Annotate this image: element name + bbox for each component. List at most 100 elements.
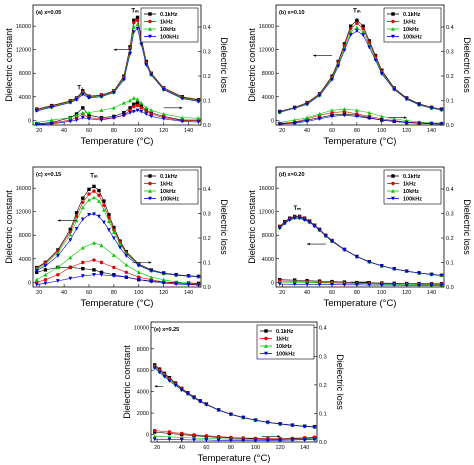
loss-point	[55, 265, 60, 270]
y2-tick-label: 0.2	[446, 74, 454, 80]
y2-tick-label: 0.0	[203, 123, 211, 129]
loss-point	[216, 434, 221, 439]
loss-point	[135, 97, 140, 101]
constant-point	[92, 184, 96, 189]
x-tick-label: 60	[86, 290, 92, 296]
constant-point	[361, 30, 366, 34]
constant-point	[99, 95, 104, 99]
constant-point	[97, 188, 101, 193]
loss-point	[135, 103, 140, 108]
constant-point	[102, 199, 106, 203]
loss-line	[36, 259, 199, 285]
loss-point	[99, 108, 104, 113]
x-tick-label: 140	[184, 128, 193, 134]
loss-point	[379, 283, 384, 288]
loss-point	[192, 438, 196, 442]
legend-label: 100kHz	[403, 197, 422, 203]
constant-point	[336, 64, 341, 69]
constant-point	[132, 18, 136, 22]
constant-point	[131, 25, 136, 30]
loss-point	[111, 105, 116, 110]
loss-point	[192, 433, 196, 437]
y2-tick-label: 0.1	[319, 411, 327, 417]
y2-axis-label: Dielectric loss	[219, 199, 229, 255]
constant-point	[174, 273, 179, 278]
series-3	[277, 215, 444, 287]
legend-label: 1kHz	[160, 20, 173, 26]
constant-point	[92, 189, 96, 193]
loss-point	[55, 279, 60, 283]
constant-point	[49, 105, 54, 110]
y2-tick-label: 0.0	[446, 123, 454, 129]
loss-point	[277, 122, 282, 127]
x-tick-label: 100	[251, 445, 260, 451]
legend-marker	[264, 344, 268, 348]
loss-point	[56, 273, 60, 277]
constant-point	[161, 88, 166, 92]
constant-line	[154, 364, 315, 428]
annotation-label: T₁	[77, 86, 84, 92]
constant-point	[355, 21, 359, 25]
loss-point	[367, 116, 372, 121]
legend-marker	[264, 329, 268, 333]
constant-point	[107, 212, 111, 217]
y-axis-label: Dielectric constant	[4, 190, 14, 264]
constant-point	[111, 236, 116, 241]
loss-line	[36, 105, 199, 125]
loss-point	[68, 265, 73, 270]
x-tick-label: 120	[402, 290, 411, 296]
loss-point	[404, 120, 409, 125]
constant-point	[355, 18, 359, 22]
loss-point	[87, 110, 91, 115]
chart-panel-2: 20 40 60 80 100 120 140 0 4000 8000 12000 16000 0.0 0…	[247, 4, 472, 147]
constant-point	[68, 232, 73, 237]
y2-tick-label: 0.4	[203, 187, 211, 193]
constant-point	[118, 245, 123, 250]
x-tick-label: 20	[36, 128, 42, 134]
legend-marker	[391, 181, 395, 186]
loss-point	[111, 253, 116, 257]
constant-point	[361, 26, 365, 31]
constant-point	[34, 268, 39, 273]
legend-marker	[148, 34, 152, 39]
y2-tick-label: 0.1	[446, 261, 454, 267]
panel-label: (b) x=0.10	[279, 10, 305, 16]
x-tick-label: 20	[36, 290, 42, 296]
loss-point	[139, 109, 144, 114]
loss-line	[279, 283, 442, 286]
loss-point	[167, 430, 172, 434]
x-tick-label: 120	[159, 128, 168, 134]
constant-point	[80, 205, 85, 210]
constant-line	[279, 216, 442, 276]
constant-line	[154, 367, 315, 428]
y2-tick-label: 0.4	[446, 187, 454, 193]
loss-point	[317, 282, 322, 287]
loss-point	[330, 108, 334, 113]
loss-point	[292, 118, 297, 122]
loss-point	[241, 438, 246, 443]
legend-label: 100kHz	[403, 35, 422, 41]
loss-line	[36, 109, 199, 125]
y-tick-label: 8000	[19, 71, 31, 77]
constant-point	[118, 242, 123, 246]
legend-label: 10kHz	[403, 189, 419, 195]
loss-point	[174, 282, 179, 287]
constant-point	[302, 218, 307, 222]
constant-point	[302, 424, 307, 429]
loss-point	[99, 260, 104, 265]
constant-point	[132, 20, 136, 25]
constant-point	[354, 255, 359, 259]
x-tick-label: 60	[329, 128, 335, 134]
x-tick-label: 120	[402, 128, 411, 134]
legend-label: 100kHz	[160, 35, 179, 41]
legend-marker	[148, 12, 152, 16]
loss-point	[68, 119, 73, 124]
loss-point	[167, 434, 172, 439]
constant-point	[373, 58, 378, 63]
legend-marker	[391, 196, 395, 201]
constant-point	[102, 220, 106, 225]
loss-line	[279, 114, 442, 125]
constant-point	[92, 212, 96, 217]
